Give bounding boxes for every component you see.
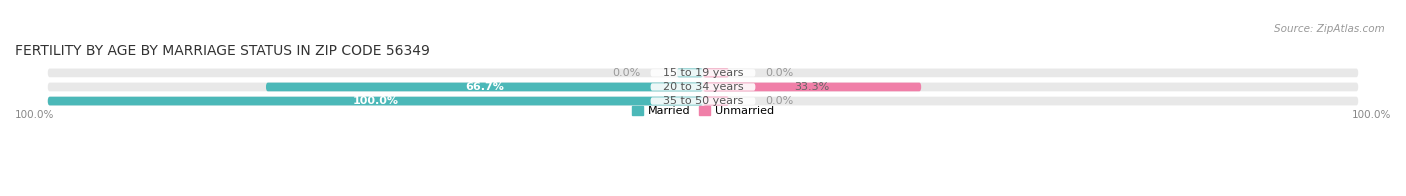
Text: FERTILITY BY AGE BY MARRIAGE STATUS IN ZIP CODE 56349: FERTILITY BY AGE BY MARRIAGE STATUS IN Z…: [15, 44, 430, 58]
FancyBboxPatch shape: [266, 83, 703, 91]
Text: 100.0%: 100.0%: [353, 96, 398, 106]
Text: 0.0%: 0.0%: [613, 68, 641, 78]
Text: 0.0%: 0.0%: [765, 96, 793, 106]
FancyBboxPatch shape: [703, 69, 730, 77]
Text: 33.3%: 33.3%: [794, 82, 830, 92]
FancyBboxPatch shape: [651, 83, 755, 91]
FancyBboxPatch shape: [48, 83, 1358, 91]
Text: 100.0%: 100.0%: [15, 110, 55, 120]
Text: 20 to 34 years: 20 to 34 years: [662, 82, 744, 92]
FancyBboxPatch shape: [703, 83, 921, 91]
FancyBboxPatch shape: [48, 97, 1358, 105]
FancyBboxPatch shape: [48, 69, 1358, 77]
Text: 0.0%: 0.0%: [765, 68, 793, 78]
Text: Source: ZipAtlas.com: Source: ZipAtlas.com: [1274, 24, 1385, 34]
Legend: Married, Unmarried: Married, Unmarried: [627, 102, 779, 121]
Text: 35 to 50 years: 35 to 50 years: [662, 96, 744, 106]
FancyBboxPatch shape: [703, 97, 730, 105]
Text: 100.0%: 100.0%: [1351, 110, 1391, 120]
FancyBboxPatch shape: [48, 97, 703, 105]
FancyBboxPatch shape: [651, 97, 755, 105]
FancyBboxPatch shape: [676, 69, 703, 77]
Text: 66.7%: 66.7%: [465, 82, 503, 92]
Text: 15 to 19 years: 15 to 19 years: [662, 68, 744, 78]
FancyBboxPatch shape: [651, 69, 755, 77]
